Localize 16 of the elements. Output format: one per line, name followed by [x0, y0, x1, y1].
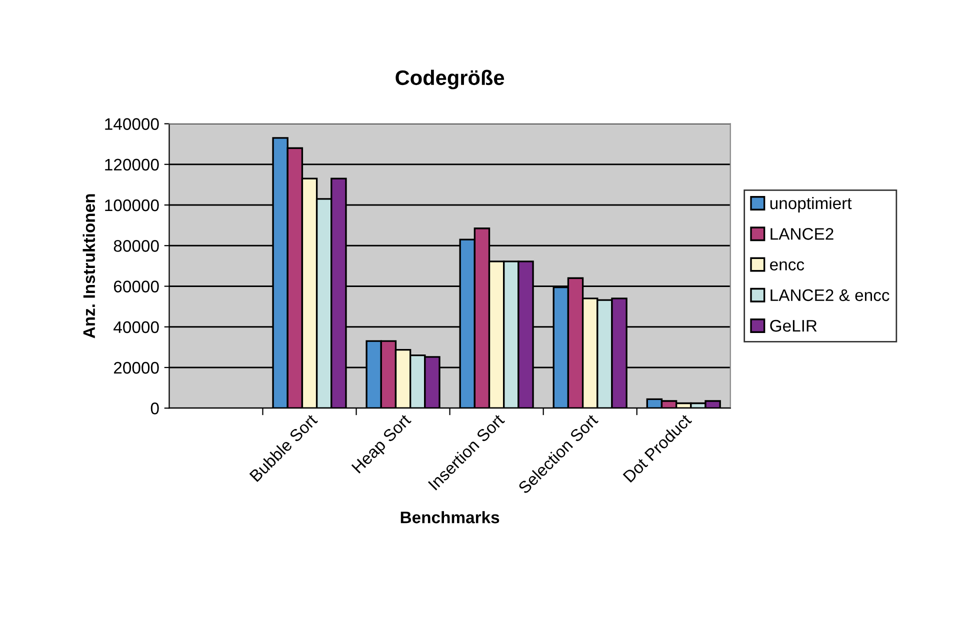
y-tick-label: 100000: [105, 199, 159, 212]
y-axis-title: Anz. Instruktionen: [82, 194, 96, 338]
y-tick-label: 120000: [105, 158, 159, 171]
y-tick-label: 20000: [114, 362, 159, 374]
legend-label: GeLIR: [770, 320, 817, 332]
y-tick-label: 80000: [114, 240, 159, 252]
y-tick-label: 0: [150, 402, 159, 414]
y-tick-label: 40000: [114, 321, 159, 334]
legend-label: unoptimiert: [770, 196, 852, 212]
chart-title: Codegröße: [396, 70, 504, 90]
y-tick-label: 60000: [114, 280, 159, 292]
y-tick-label: 140000: [105, 118, 159, 130]
x-axis-title: Benchmarks: [400, 511, 500, 524]
legend-label: LANCE2 & encc: [770, 289, 890, 302]
legend-label: LANCE2: [770, 228, 834, 240]
legend-label: encc: [770, 261, 804, 270]
